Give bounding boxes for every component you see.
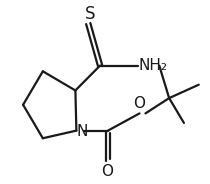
Text: S: S [85, 5, 96, 23]
Text: O: O [101, 164, 113, 179]
Text: NH₂: NH₂ [139, 58, 168, 73]
Text: O: O [134, 95, 146, 111]
Text: N: N [76, 124, 88, 139]
